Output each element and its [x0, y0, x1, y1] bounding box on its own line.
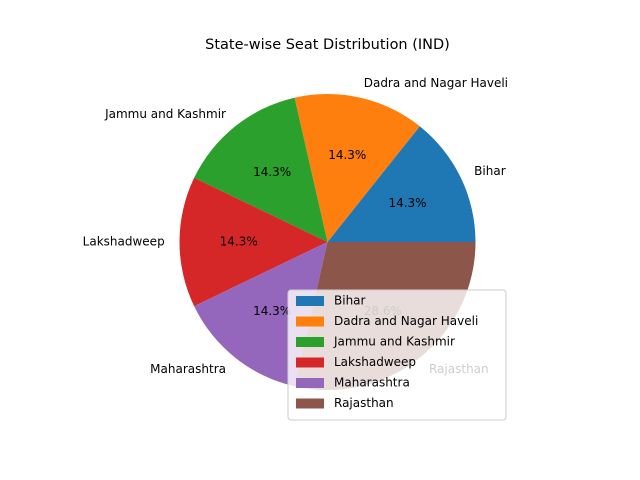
legend-label-lakshadweep: Lakshadweep: [334, 355, 416, 369]
legend-swatch-jammu-and-kashmir: [296, 337, 324, 347]
legend-frame: [287, 289, 507, 421]
legend: Bihar Dadra and Nagar Haveli Jammu and Kas…: [287, 289, 507, 421]
percent-label-dadra-and-nagar-haveli: 14.3%: [328, 148, 366, 162]
pie-slice-jammu-and-kashmir: [194, 97, 328, 243]
percent-label-maharashtra: 14.3%: [253, 304, 291, 318]
legend-label-maharashtra: Maharashtra: [334, 376, 410, 390]
slice-label-bihar: Bihar: [474, 164, 506, 178]
slice-label-maharashtra: Maharashtra: [150, 362, 226, 376]
pie-slice-dadra-and-nagar-haveli: [294, 93, 420, 242]
percent-label-jammu-and-kashmir: 14.3%: [253, 165, 291, 179]
legend-label-jammu-and-kashmir: Jammu and Kashmir: [333, 335, 455, 349]
legend-label-bihar: Bihar: [334, 294, 366, 308]
legend-label-dadra-and-nagar-haveli: Dadra and Nagar Haveli: [334, 314, 478, 328]
legend-swatch-rajasthan: [296, 398, 324, 409]
legend-swatch-maharashtra: [296, 378, 324, 388]
legend-label-rajasthan: Rajasthan: [334, 396, 394, 410]
percent-label-lakshadweep: 14.3%: [220, 235, 258, 249]
chart-title: State-wise Seat Distribution (IND): [205, 37, 450, 53]
legend-swatch-dadra-and-nagar-haveli: [296, 316, 324, 327]
percent-label-bihar: 14.3%: [388, 196, 426, 210]
slice-label-dadra-and-nagar-haveli: Dadra and Nagar Haveli: [364, 76, 508, 90]
legend-swatch-lakshadweep: [296, 357, 324, 368]
legend-swatch-bihar: [296, 296, 324, 306]
pie-slice-lakshadweep: [179, 177, 328, 307]
pie-slice-bihar: [327, 126, 476, 242]
slice-label-jammu-and-kashmir: Jammu and Kashmir: [104, 107, 226, 121]
slice-label-lakshadweep: Lakshadweep: [83, 235, 165, 249]
